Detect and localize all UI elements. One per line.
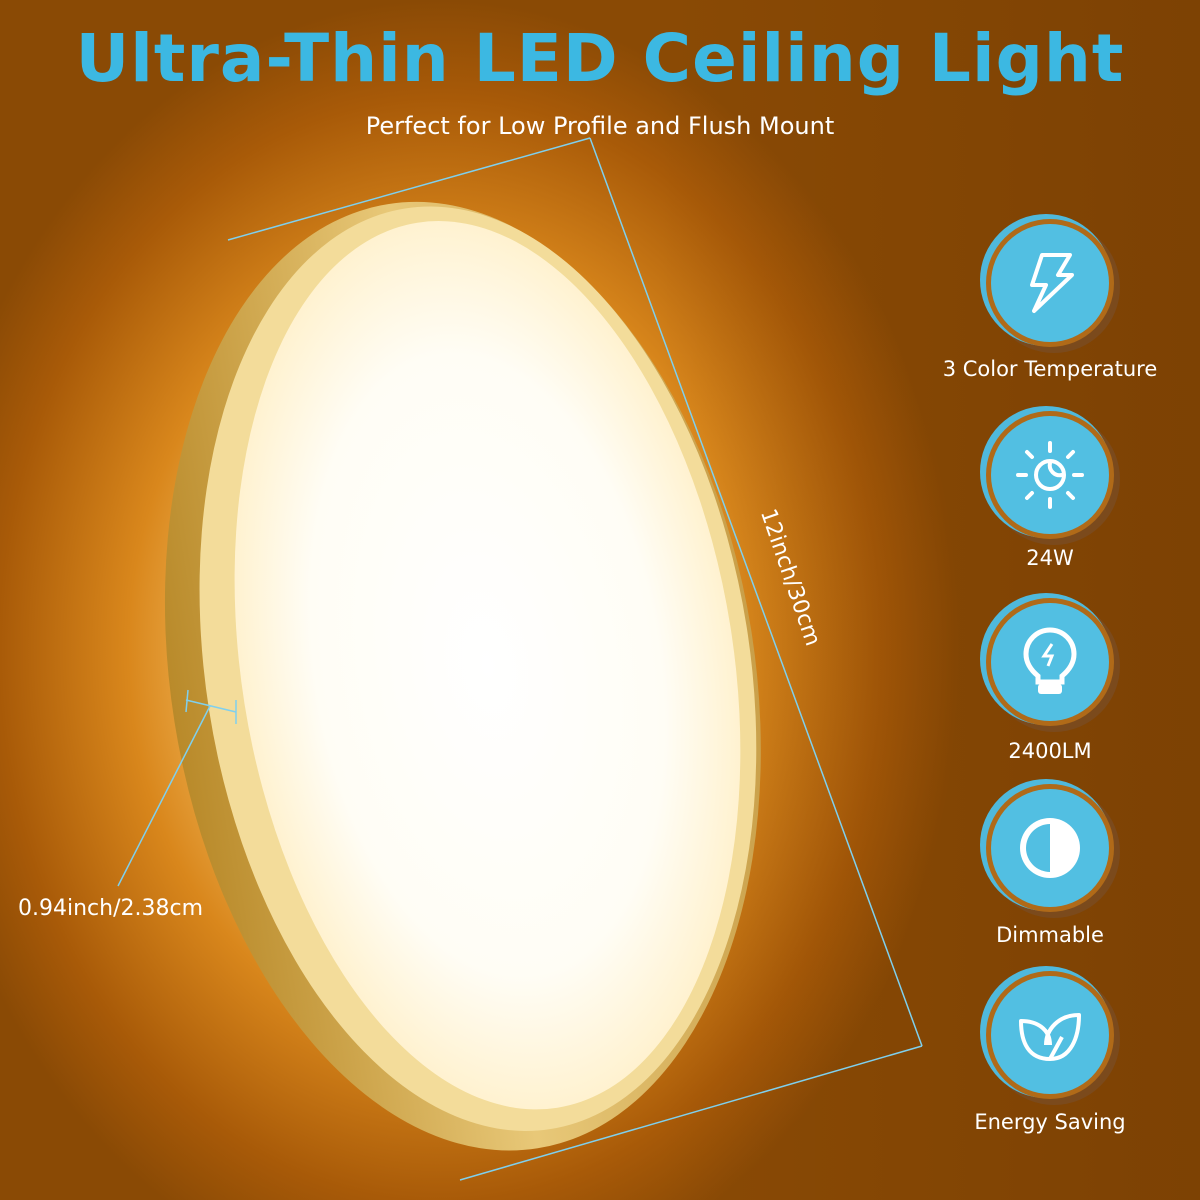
light-bulb-icon [991, 603, 1109, 721]
feature-dimmable: Dimmable [950, 789, 1150, 947]
lightning-icon [991, 224, 1109, 342]
leaf-icon [991, 976, 1109, 1094]
feature-energy-saving: Energy Saving [950, 976, 1150, 1134]
feature-color-temperature: 3 Color Temperature [943, 224, 1157, 381]
feature-wattage: 24W [950, 416, 1150, 570]
feature-lumens: 2400LM [950, 603, 1150, 763]
feature-label: 3 Color Temperature [942, 357, 1158, 381]
subtitle: Perfect for Low Profile and Flush Mount [365, 112, 835, 140]
dimension-lines [117, 137, 923, 1181]
feature-label: 24W [1026, 546, 1074, 570]
light-diffuser [234, 221, 741, 1110]
half-circle-icon [991, 789, 1109, 907]
feature-label: 2400LM [1008, 739, 1092, 763]
page-title: Ultra-Thin LED Ceiling Light [75, 20, 1125, 97]
thickness-label: 0.94inch/2.38cm [18, 896, 204, 921]
feature-label: Energy Saving [974, 1110, 1126, 1134]
sun-moon-icon [991, 416, 1109, 534]
feature-label: Dimmable [996, 923, 1104, 947]
